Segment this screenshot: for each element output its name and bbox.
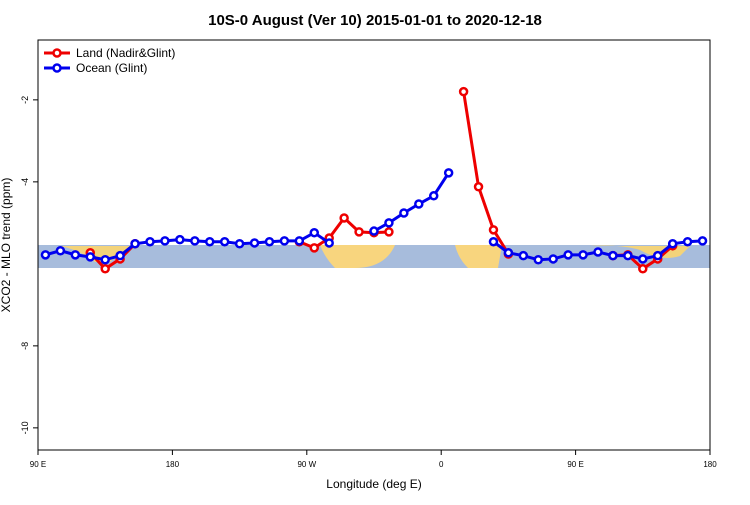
point xyxy=(279,236,290,246)
point xyxy=(548,254,558,264)
point xyxy=(130,239,140,249)
point xyxy=(40,250,51,260)
x-tick-label: 90 E xyxy=(30,460,46,469)
point xyxy=(652,250,663,261)
point xyxy=(160,236,170,246)
y-tick-label: -2 xyxy=(20,96,30,104)
x-tick-label: 90 E xyxy=(567,460,583,469)
legend-label: Ocean (Glint) xyxy=(76,61,147,75)
point xyxy=(638,264,648,274)
point xyxy=(324,238,334,248)
point xyxy=(234,239,245,249)
x-tick-label: 90 W xyxy=(297,460,316,469)
point xyxy=(443,168,454,178)
point xyxy=(473,182,484,192)
point xyxy=(309,227,320,238)
point xyxy=(204,236,215,247)
point xyxy=(384,218,394,228)
legend-marker xyxy=(52,48,62,58)
point xyxy=(100,255,110,265)
chart-title: 10S-0 August (Ver 10) 2015-01-01 to 2020… xyxy=(208,12,542,29)
point xyxy=(384,227,394,237)
point xyxy=(488,225,499,235)
point xyxy=(697,236,708,246)
point xyxy=(85,252,96,262)
point xyxy=(249,238,260,248)
point xyxy=(145,236,155,247)
point xyxy=(294,236,305,246)
x-tick-label: 0 xyxy=(439,460,444,469)
point xyxy=(264,236,275,247)
y-tick-label: -4 xyxy=(20,178,30,186)
point xyxy=(219,236,230,247)
point xyxy=(578,250,588,260)
point xyxy=(100,264,110,274)
point xyxy=(563,250,573,260)
plot-frame xyxy=(37,39,711,451)
x-tick-label: 180 xyxy=(166,460,180,469)
point xyxy=(175,234,185,245)
x-tick-label: 180 xyxy=(703,460,717,469)
point xyxy=(339,213,349,223)
point xyxy=(667,239,678,249)
point xyxy=(593,247,603,257)
point xyxy=(638,254,648,264)
point xyxy=(623,250,633,261)
point xyxy=(190,236,200,246)
point xyxy=(115,250,125,261)
point xyxy=(518,250,529,261)
point xyxy=(682,236,693,247)
point xyxy=(488,236,499,247)
point xyxy=(309,243,320,253)
y-tick-label: -10 xyxy=(20,421,30,434)
y-axis-label: XCO2 - MLO trend (ppm) xyxy=(0,178,13,313)
y-tick-label: -8 xyxy=(20,342,30,350)
point xyxy=(533,255,544,265)
point xyxy=(608,250,618,261)
point xyxy=(55,245,66,256)
legend-label: Land (Nadir&Glint) xyxy=(76,46,175,60)
point xyxy=(399,208,409,218)
point xyxy=(428,191,439,201)
point xyxy=(414,199,424,209)
point xyxy=(354,227,364,237)
x-axis-label: Longitude (deg E) xyxy=(326,477,421,491)
point xyxy=(458,86,469,97)
point xyxy=(70,250,81,260)
legend-marker xyxy=(52,63,62,73)
point xyxy=(503,248,514,258)
point xyxy=(369,226,379,236)
